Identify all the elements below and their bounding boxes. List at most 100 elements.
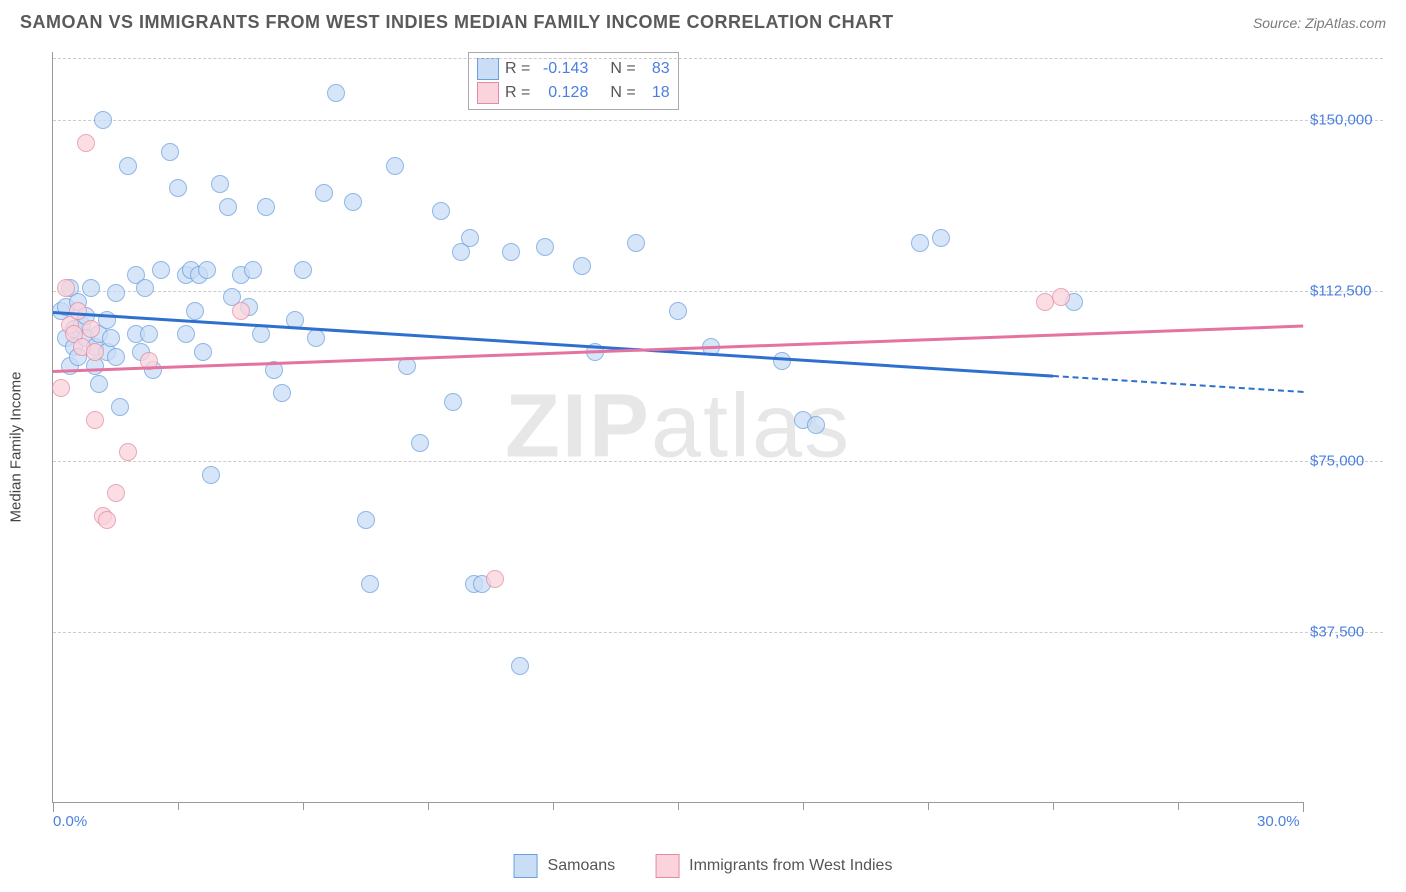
x-tick-label: 30.0% (1257, 813, 1300, 830)
legend-swatch (477, 58, 499, 80)
gridline (53, 632, 1383, 633)
x-tick (303, 802, 304, 810)
data-point (244, 261, 262, 279)
data-point (536, 238, 554, 256)
data-point (432, 202, 450, 220)
x-tick (53, 802, 54, 812)
gridline (53, 291, 1383, 292)
data-point (461, 229, 479, 247)
data-point (119, 157, 137, 175)
legend-n-value: 83 (642, 60, 670, 78)
data-point (511, 657, 529, 675)
legend-n-prefix: N = (610, 84, 635, 102)
data-point (82, 320, 100, 338)
data-point (107, 484, 125, 502)
data-point (444, 393, 462, 411)
data-point (1036, 293, 1054, 311)
data-point (273, 384, 291, 402)
legend-row: R = 0.128 N = 18 (477, 81, 670, 105)
gridline (53, 120, 1383, 121)
data-point (502, 243, 520, 261)
legend-swatch (655, 854, 679, 878)
chart-title: SAMOAN VS IMMIGRANTS FROM WEST INDIES ME… (20, 12, 894, 33)
data-point (361, 575, 379, 593)
data-point (177, 325, 195, 343)
legend-swatch (514, 854, 538, 878)
data-point (386, 157, 404, 175)
legend-r-value: 0.128 (536, 84, 588, 102)
data-point (211, 175, 229, 193)
gridline (53, 461, 1383, 462)
data-point (669, 302, 687, 320)
data-point (140, 325, 158, 343)
data-point (161, 143, 179, 161)
data-point (486, 570, 504, 588)
data-point (194, 343, 212, 361)
legend-item: Immigrants from West Indies (655, 854, 892, 878)
chart-container: Median Family Income ZIPatlas R =-0.143N… (52, 52, 1386, 842)
data-point (294, 261, 312, 279)
legend-label: Samoans (548, 857, 616, 875)
data-point (57, 279, 75, 297)
x-tick (803, 802, 804, 810)
y-tick-label: $75,000 (1310, 453, 1385, 470)
data-point (202, 466, 220, 484)
x-tick (553, 802, 554, 810)
data-point (198, 261, 216, 279)
data-point (1052, 288, 1070, 306)
x-tick-label: 0.0% (53, 813, 87, 830)
data-point (219, 198, 237, 216)
data-point (357, 511, 375, 529)
regression-line (53, 325, 1303, 373)
x-tick (928, 802, 929, 810)
stat-legend: R = -0.143 N = 83 R = 0.128 N = 18 (468, 52, 679, 110)
data-point (111, 398, 129, 416)
legend-item: Samoans (514, 854, 616, 878)
legend-r-value: -0.143 (536, 60, 588, 78)
data-point (315, 184, 333, 202)
legend-r-prefix: R = (505, 60, 530, 78)
data-point (627, 234, 645, 252)
bottom-legend: Samoans Immigrants from West Indies (514, 854, 893, 878)
data-point (94, 111, 112, 129)
data-point (90, 375, 108, 393)
data-point (411, 434, 429, 452)
x-tick (678, 802, 679, 810)
data-point (327, 84, 345, 102)
legend-r-prefix: R = (505, 84, 530, 102)
plot-area: ZIPatlas R =-0.143N =83R =0.128N =18 $37… (52, 52, 1303, 803)
data-point (911, 234, 929, 252)
y-tick-label: $112,500 (1310, 282, 1385, 299)
legend-label: Immigrants from West Indies (689, 857, 892, 875)
legend-row: R =-0.143N =83 (477, 57, 670, 81)
data-point (69, 302, 87, 320)
data-point (307, 329, 325, 347)
data-point (119, 443, 137, 461)
chart-source: Source: ZipAtlas.com (1253, 15, 1386, 31)
data-point (232, 302, 250, 320)
x-tick (1303, 802, 1304, 812)
x-tick (1178, 802, 1179, 810)
data-point (152, 261, 170, 279)
data-point (107, 284, 125, 302)
data-point (107, 348, 125, 366)
data-point (86, 411, 104, 429)
data-point (344, 193, 362, 211)
data-point (932, 229, 950, 247)
data-point (169, 179, 187, 197)
data-point (86, 343, 104, 361)
data-point (773, 352, 791, 370)
gridline (53, 58, 1383, 59)
data-point (186, 302, 204, 320)
regression-line (1053, 375, 1303, 393)
x-tick (1053, 802, 1054, 810)
y-tick-label: $37,500 (1310, 623, 1385, 640)
legend-n-value: 18 (642, 84, 670, 102)
x-tick (428, 802, 429, 810)
data-point (257, 198, 275, 216)
data-point (77, 134, 95, 152)
data-point (82, 279, 100, 297)
x-tick (178, 802, 179, 810)
data-point (573, 257, 591, 275)
y-tick-label: $150,000 (1310, 112, 1385, 129)
